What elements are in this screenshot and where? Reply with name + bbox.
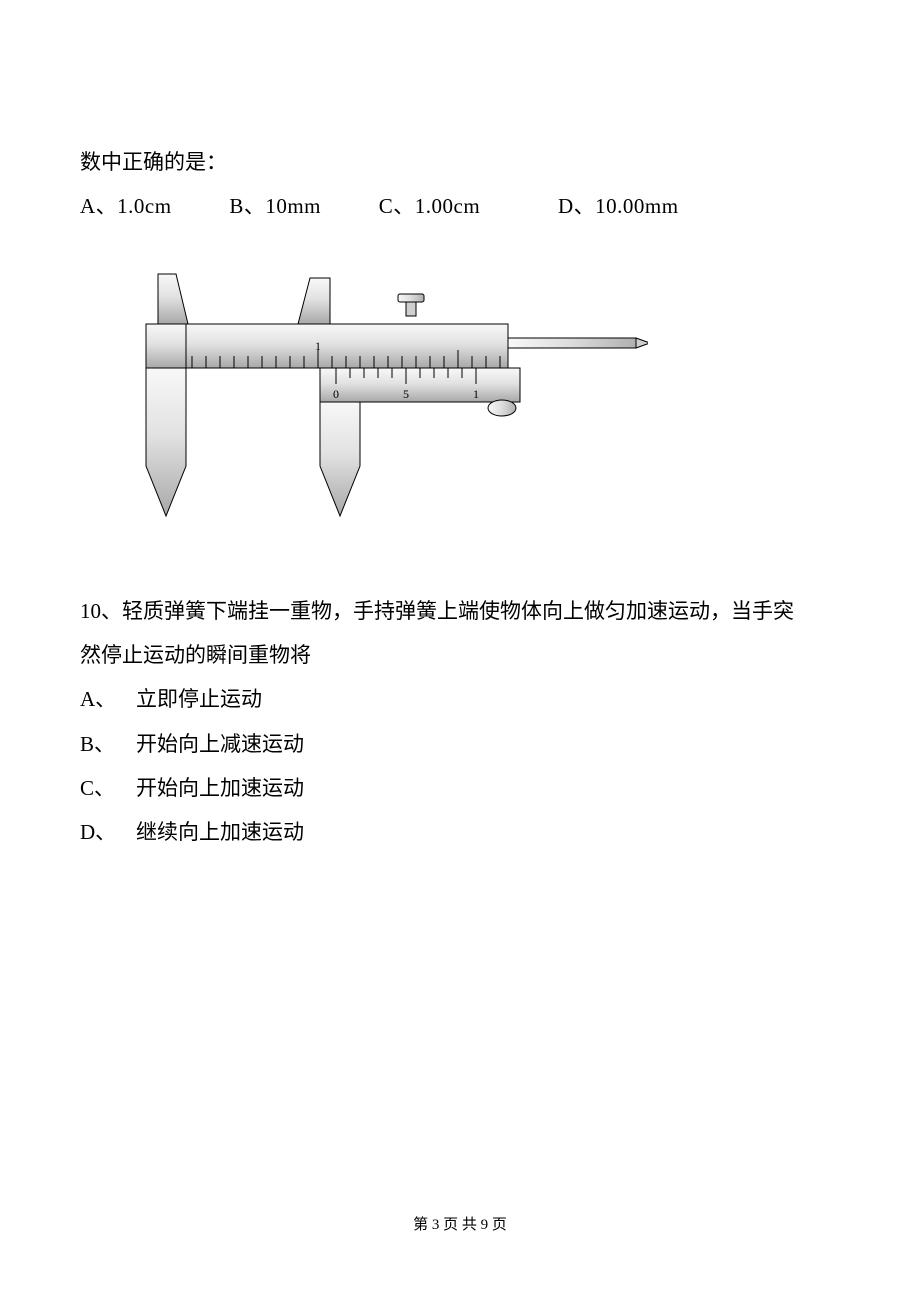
svg-text:0: 0 [333,387,339,401]
q10-block: 10、轻质弹簧下端挂一重物，手持弹簧上端使物体向上做匀加速运动，当手突 然停止运… [80,589,840,854]
q9-options: A、1.0cm B、10mm C、1.00cm D、10.00mm [80,184,840,228]
q10-option-a: A、立即停止运动 [80,677,840,721]
q10-stem-1: 10、轻质弹簧下端挂一重物，手持弹簧上端使物体向上做匀加速运动，当手突 [80,589,840,633]
q9-option-a: A、1.0cm [80,184,172,228]
q9-option-c: C、1.00cm [379,184,480,228]
q10-option-d: D、继续向上加速运动 [80,810,840,854]
q9-a-text: 1.0cm [117,194,171,218]
q9-d-label: D、 [558,194,595,218]
q10-b-label: B、 [80,722,136,766]
q10-a-label: A、 [80,677,136,721]
q10-b-text: 开始向上减速运动 [136,732,304,756]
q9-d-text: 10.00mm [595,194,678,218]
q10-option-c: C、开始向上加速运动 [80,766,840,810]
svg-text:1: 1 [315,339,321,353]
q9-b-label: B、 [229,194,265,218]
q10-d-text: 继续向上加速运动 [136,820,304,844]
q10-a-text: 立即停止运动 [136,687,262,711]
q9-option-d: D、10.00mm [558,184,679,228]
q10-option-b: B、开始向上减速运动 [80,722,840,766]
svg-text:5: 5 [403,387,409,401]
vernier-caliper-icon: 0 1 0 5 1 [88,256,648,536]
q9-option-b: B、10mm [229,184,321,228]
page-footer: 第 3 页 共 9 页 [0,1213,920,1234]
q9-tail: 数中正确的是： [80,140,840,184]
q10-c-text: 开始向上加速运动 [136,776,304,800]
caliper-figure: 0 1 0 5 1 [88,256,840,551]
svg-text:1: 1 [473,387,479,401]
q9-a-label: A、 [80,194,117,218]
q9-c-text: 1.00cm [415,194,480,218]
q10-c-label: C、 [80,766,136,810]
page-content: 数中正确的是： A、1.0cm B、10mm C、1.00cm D、10.00m… [0,0,920,854]
q9-b-text: 10mm [265,194,321,218]
q10-stem-2: 然停止运动的瞬间重物将 [80,633,840,677]
q9-c-label: C、 [379,194,415,218]
q10-d-label: D、 [80,810,136,854]
